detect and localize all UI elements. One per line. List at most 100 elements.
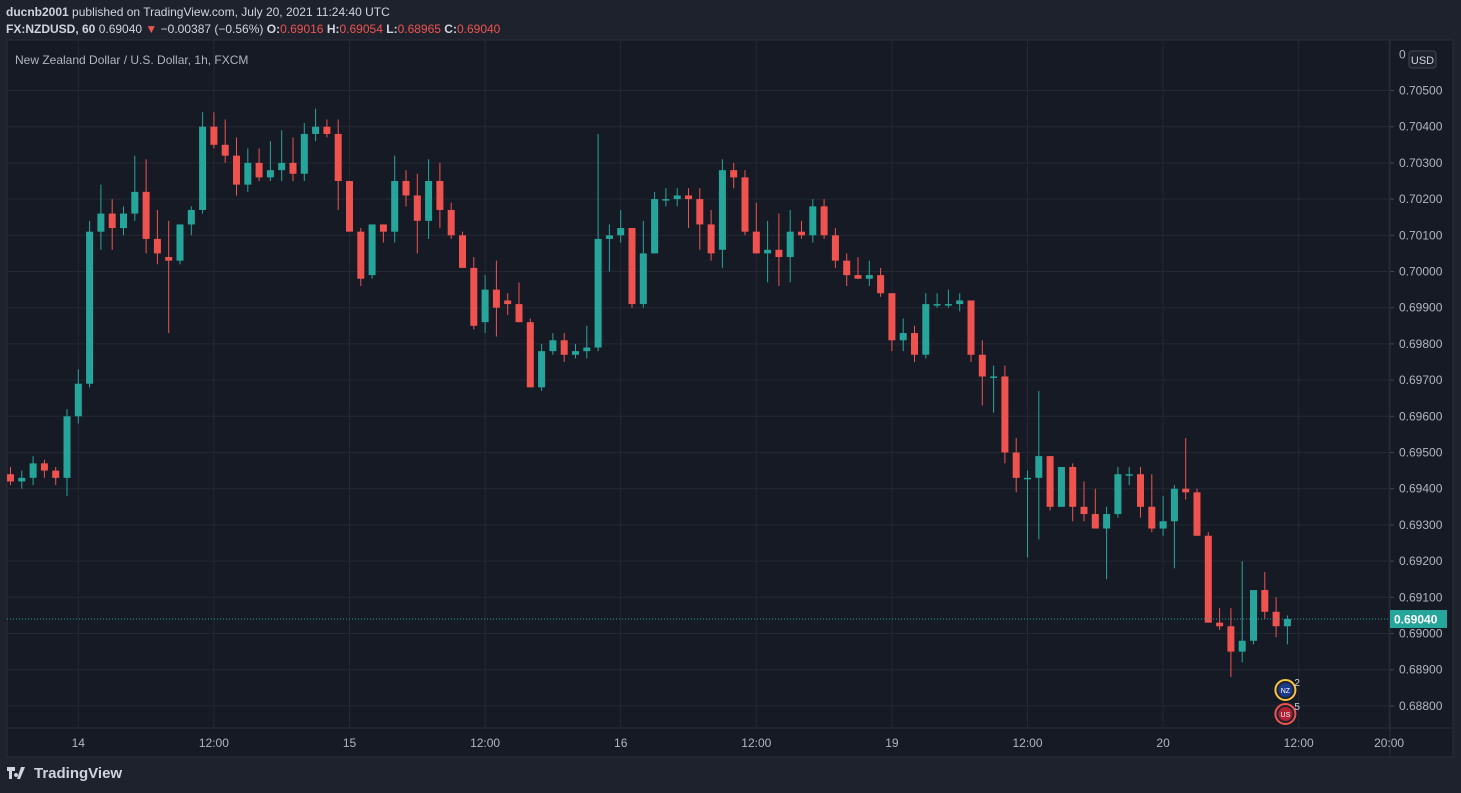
candle-body: [492, 289, 500, 308]
candle-body: [888, 293, 896, 341]
candle-body: [1103, 514, 1111, 529]
y-tick-label: 0.69000: [1399, 627, 1443, 641]
published-text: published on TradingView.com, July 20, 2…: [72, 5, 390, 19]
candle: [628, 228, 636, 308]
candle: [86, 220, 94, 388]
candle: [7, 466, 14, 486]
candle-body: [391, 181, 399, 232]
candle-body: [379, 224, 387, 232]
candle: [210, 112, 218, 149]
candle-body: [425, 181, 433, 221]
candle: [560, 333, 568, 362]
candle: [323, 119, 331, 138]
candle-body: [809, 206, 817, 236]
candle: [899, 318, 907, 352]
low-label: L:: [386, 22, 398, 36]
candle-body: [1024, 477, 1031, 480]
symbol-label[interactable]: FX:NZDUSD, 60: [6, 22, 96, 36]
event-flag: [1278, 707, 1293, 721]
candle-body: [142, 191, 150, 239]
last-price: 0.69040: [98, 22, 143, 36]
candle-body: [176, 224, 184, 261]
candle: [255, 148, 263, 181]
candle-body: [357, 231, 365, 279]
candle: [470, 257, 478, 330]
candle: [120, 206, 127, 236]
candle-body: [187, 209, 195, 225]
candle: [63, 409, 71, 496]
candle-body: [1182, 488, 1190, 493]
candle-body: [911, 333, 918, 355]
candle: [741, 170, 749, 236]
candle-body: [741, 177, 749, 232]
candle: [538, 343, 546, 391]
candle: [1137, 466, 1144, 518]
y-tick-label: 0.69500: [1399, 446, 1443, 460]
publisher-name[interactable]: ducnb2001: [6, 5, 69, 19]
candle: [1227, 608, 1235, 677]
current-price-label: 0.69040: [1394, 613, 1438, 627]
candle: [1148, 474, 1156, 533]
x-tick-label: 12:00: [199, 736, 229, 750]
candle-body: [1204, 535, 1212, 623]
candle-body: [605, 235, 613, 239]
candle-body: [504, 300, 512, 305]
tradingview-brand[interactable]: TradingView: [7, 765, 122, 782]
candle: [1204, 532, 1212, 623]
candle: [459, 231, 466, 268]
price-chart[interactable]: 0.68800 0.68900 0.69000 0.69100 0.69200 0.693…: [0, 0, 1461, 760]
event-count: 5: [1294, 702, 1300, 713]
candle-body: [312, 126, 320, 134]
candle: [944, 289, 952, 308]
candle: [1170, 485, 1178, 569]
candle-body: [1114, 474, 1122, 515]
candle-body: [97, 213, 105, 232]
candle: [1001, 365, 1009, 464]
candle: [933, 293, 941, 308]
currency-badge-box: [1408, 50, 1437, 69]
y-tick-label: 0.69600: [1399, 409, 1443, 423]
candle: [18, 470, 26, 489]
candle: [718, 159, 726, 268]
candle-body: [685, 195, 692, 200]
candle-body: [560, 340, 568, 355]
candle: [176, 224, 184, 265]
candle: [142, 159, 150, 254]
x-tick-label: 12:00: [741, 736, 771, 750]
candle: [504, 293, 512, 315]
open-value: 0.69016: [280, 22, 324, 36]
candle-body: [1035, 456, 1043, 478]
y-tick-label: 0.69400: [1399, 482, 1443, 496]
candle-body: [1250, 590, 1257, 641]
candle-body: [1057, 466, 1065, 507]
candle: [97, 184, 105, 250]
candle: [1182, 438, 1190, 500]
current-price-badge: [1390, 610, 1447, 629]
candle-body: [334, 133, 342, 181]
candle: [1114, 466, 1122, 518]
y-tick-label: 0.68900: [1399, 663, 1443, 677]
candle-body: [1170, 488, 1178, 522]
candle-body: [29, 463, 37, 478]
candle-body: [266, 170, 274, 178]
candle-body: [346, 181, 353, 232]
candle-body: [933, 304, 941, 306]
event-flag-code: NZ: [1281, 688, 1291, 695]
candle: [1024, 470, 1031, 558]
candle: [334, 119, 342, 210]
candle-body: [7, 474, 14, 482]
candle-body: [63, 416, 71, 478]
candle: [199, 112, 207, 214]
candle: [696, 188, 704, 250]
candle-body: [820, 206, 828, 236]
candle: [1283, 615, 1291, 645]
candle-body: [865, 275, 873, 279]
candle: [831, 228, 839, 268]
candle: [436, 162, 444, 229]
candle: [1125, 466, 1133, 486]
candle-body: [1125, 474, 1133, 476]
candle-body: [459, 235, 466, 268]
candle: [820, 199, 828, 239]
x-tick-label: 12:00: [1012, 736, 1042, 750]
candle: [843, 253, 851, 286]
